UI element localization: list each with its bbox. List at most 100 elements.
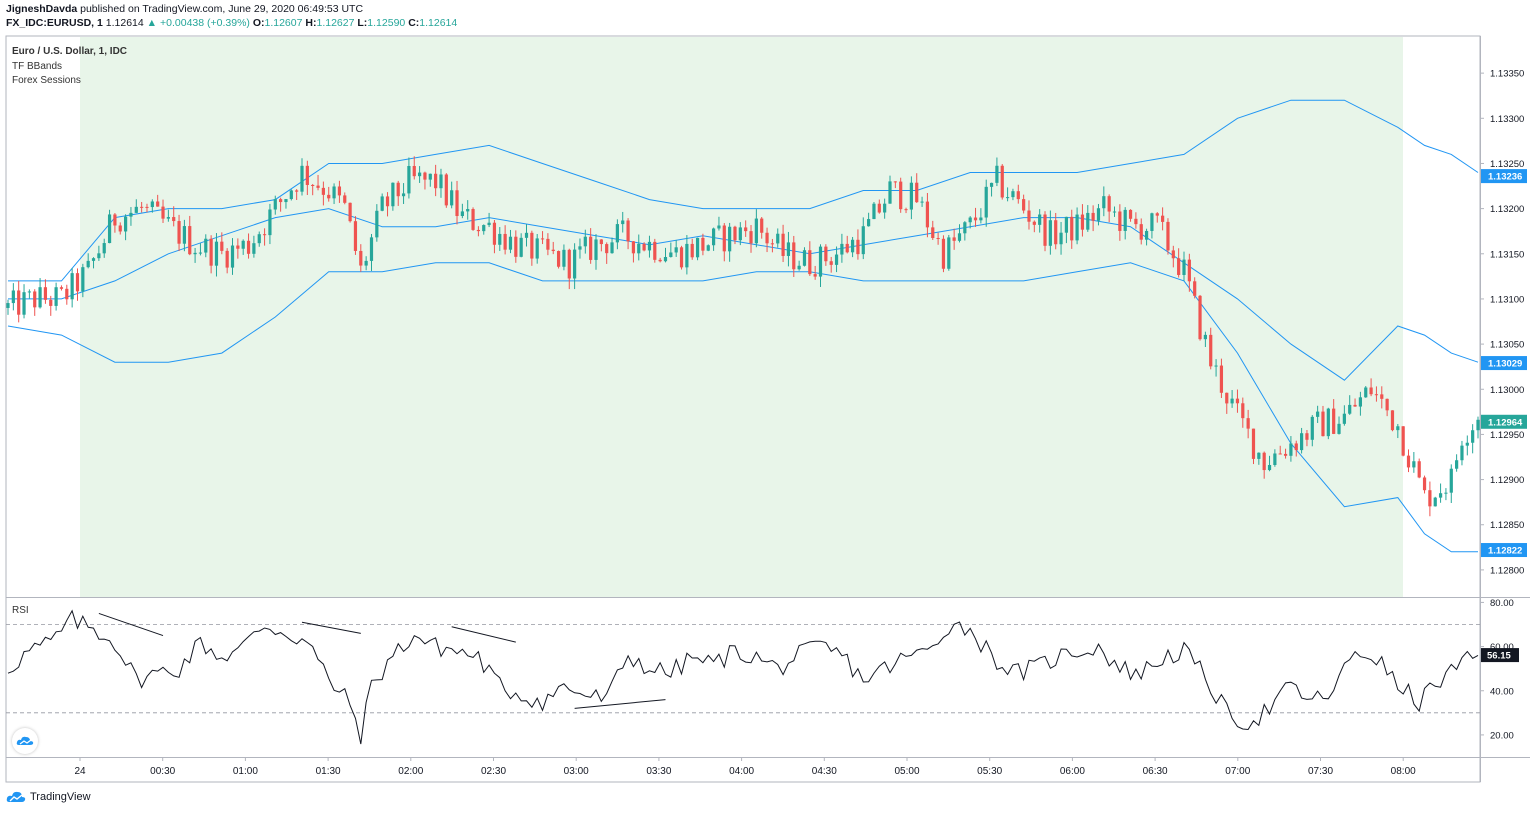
- candle-body: [909, 182, 913, 210]
- tradingview-logo-icon[interactable]: [6, 790, 26, 804]
- rsi-tick-label: 40.00: [1490, 686, 1514, 697]
- candle-body: [321, 187, 325, 195]
- candle-body: [1374, 394, 1379, 396]
- candle-body: [1380, 394, 1384, 399]
- candle-body: [337, 186, 342, 196]
- time-tick-label: 05:00: [894, 766, 919, 777]
- candle-body: [973, 217, 978, 221]
- candle-body: [1182, 259, 1186, 275]
- candle-body: [1070, 216, 1074, 241]
- candle-body: [1144, 230, 1149, 240]
- candle-body: [642, 243, 646, 251]
- footer-brand[interactable]: TradingView: [30, 791, 91, 803]
- candle-body: [1043, 214, 1047, 246]
- candle-body: [1203, 334, 1207, 340]
- time-tick-label: 02:00: [398, 766, 423, 777]
- candle-body: [1139, 224, 1143, 240]
- candle-body: [963, 222, 967, 234]
- time-tick-label: 06:30: [1143, 766, 1168, 777]
- rsi-trendline: [451, 626, 516, 643]
- candle-body: [514, 236, 518, 257]
- candle-body: [113, 214, 117, 226]
- legend-indicator-sessions[interactable]: Forex Sessions: [12, 75, 81, 86]
- candle-body: [856, 239, 860, 255]
- candle-body: [818, 246, 823, 277]
- time-tick-label: 07:30: [1308, 766, 1333, 777]
- high-value: 1.12627: [316, 17, 355, 29]
- rsi-trendline: [574, 699, 666, 709]
- time-tick-label: 00:30: [150, 766, 175, 777]
- candle-body: [1038, 214, 1042, 225]
- candle-body: [1219, 365, 1224, 393]
- legend-indicator-bbands[interactable]: TF BBands: [12, 60, 63, 72]
- candle-body: [690, 243, 694, 258]
- candle-body: [915, 182, 919, 203]
- candle-body: [685, 243, 689, 268]
- candle-body: [1048, 220, 1052, 246]
- rsi-tick-label: 20.00: [1490, 730, 1514, 741]
- candle-body: [722, 225, 726, 252]
- candle-body: [792, 242, 796, 270]
- candle-body: [674, 247, 678, 253]
- candle-body: [658, 259, 662, 262]
- price-badge: [1481, 414, 1527, 429]
- candle-body: [899, 181, 903, 210]
- time-tick-label: 05:30: [977, 766, 1002, 777]
- time-tick-label: 01:00: [233, 766, 258, 777]
- candle-body: [1310, 416, 1314, 440]
- candle-body: [1251, 428, 1256, 459]
- candle-body: [396, 182, 400, 197]
- rsi-trendline: [98, 612, 164, 637]
- candle-body: [979, 217, 983, 221]
- author-name[interactable]: JigneshDavda: [6, 3, 78, 15]
- candle-body: [524, 232, 529, 238]
- candle-body: [257, 234, 261, 244]
- candle-body: [893, 181, 897, 183]
- candle-body: [182, 226, 187, 244]
- candle-body: [225, 250, 229, 268]
- candle-body: [145, 206, 149, 208]
- candle-body: [1086, 212, 1090, 230]
- candle-body: [1225, 392, 1229, 404]
- candle-body: [1155, 213, 1159, 216]
- candle-body: [589, 236, 593, 260]
- candle-body: [695, 237, 700, 258]
- candle-body: [749, 231, 753, 244]
- candle-body: [872, 203, 876, 220]
- candle-body: [626, 220, 630, 242]
- time-tick-label: 07:00: [1225, 766, 1250, 777]
- candle-body: [1316, 411, 1320, 417]
- candle-body: [252, 243, 256, 254]
- price-tick-label: 1.12850: [1490, 520, 1524, 531]
- candle-body: [562, 249, 566, 267]
- rsi-legend[interactable]: RSI: [12, 605, 29, 616]
- candle-body: [797, 265, 801, 270]
- candle-body: [1412, 461, 1416, 468]
- candle-body: [273, 199, 277, 210]
- candle-body: [1364, 387, 1368, 398]
- price-tick-label: 1.13050: [1490, 340, 1524, 351]
- rsi-trendline: [301, 621, 361, 634]
- candle-body: [1321, 411, 1325, 437]
- candle-body: [1171, 250, 1175, 259]
- legend-main-series[interactable]: Euro / U.S. Dollar, 1, IDC: [12, 46, 128, 57]
- candle-body: [70, 273, 74, 300]
- candle-body: [204, 238, 208, 253]
- candle-body: [1128, 209, 1133, 219]
- chart-legend: Euro / U.S. Dollar, 1, IDC TF BBands For…: [12, 45, 127, 89]
- candle-body: [1032, 221, 1036, 225]
- price-change: +0.00438 (+0.39%): [160, 17, 250, 29]
- close-label: C:: [408, 17, 420, 29]
- price-tick-label: 1.13350: [1490, 69, 1524, 80]
- price-badge-label: 1.12822: [1488, 546, 1522, 557]
- candle-body: [840, 243, 844, 255]
- candle-body: [1054, 220, 1058, 245]
- candle-body: [1337, 423, 1341, 434]
- candle-body: [156, 201, 160, 207]
- candle-body: [1385, 398, 1389, 411]
- candle-body: [1257, 452, 1261, 459]
- tradingview-cloud-icon[interactable]: [12, 728, 38, 754]
- time-tick-label: 03:00: [564, 766, 589, 777]
- candle-body: [989, 182, 994, 187]
